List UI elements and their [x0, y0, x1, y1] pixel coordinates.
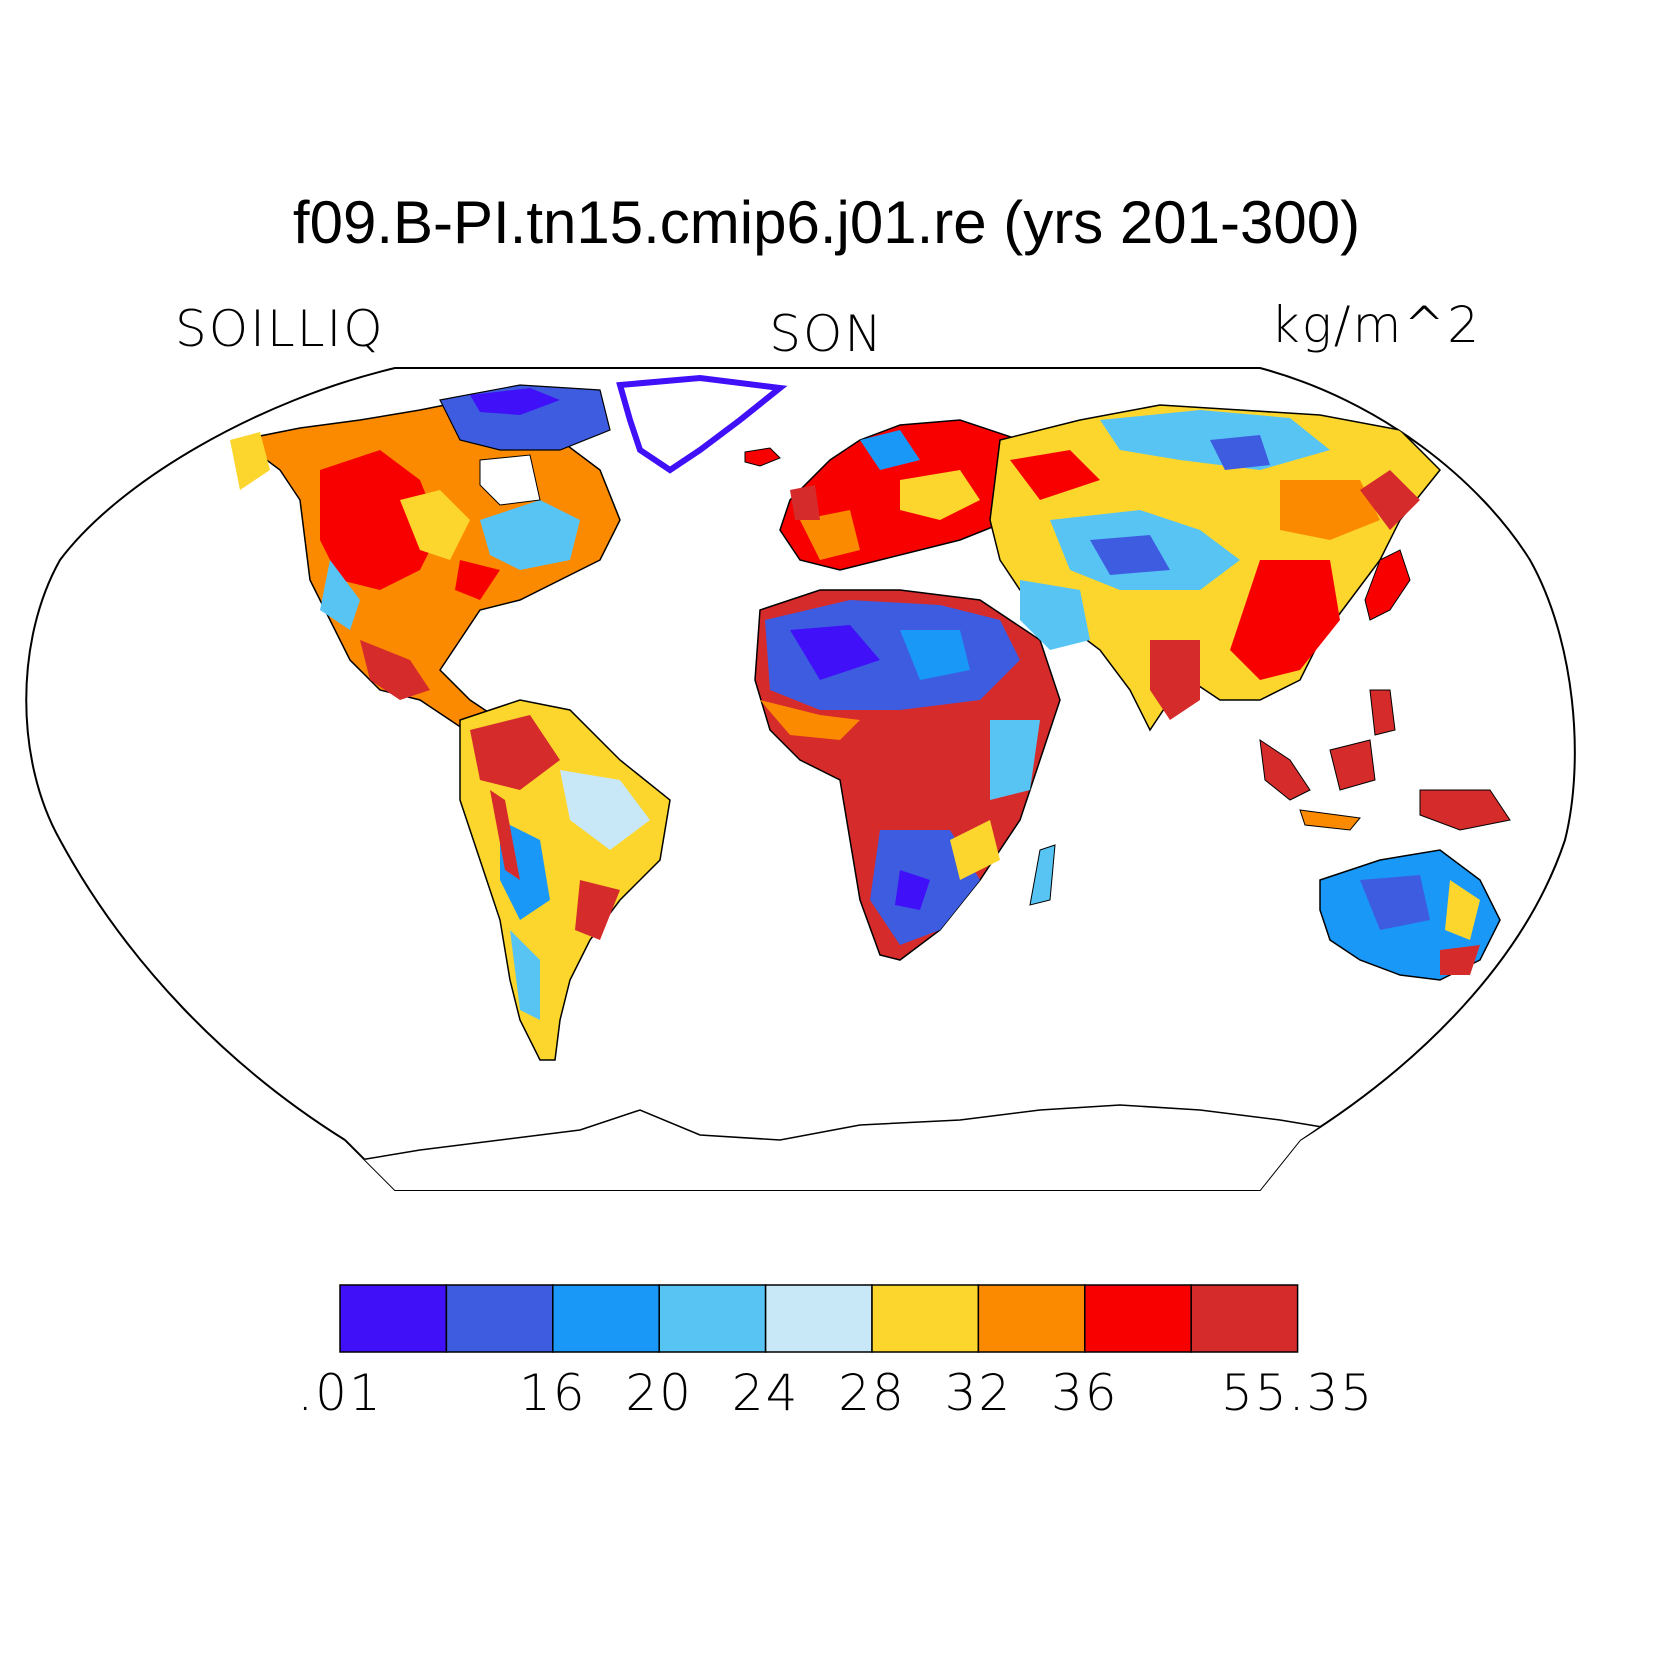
colorbar-box	[445, 1284, 554, 1353]
colorbar-box	[1190, 1284, 1299, 1353]
landmass-europe	[779, 419, 1041, 571]
landmass-canadian-arctic	[439, 384, 611, 506]
colorbar-label: 20	[625, 1364, 693, 1422]
colorbar-label: 16	[519, 1364, 587, 1422]
colorbar-label: 55.35	[1221, 1364, 1374, 1422]
plot-title: f09.B-PI.tn15.cmip6.j01.re (yrs 201-300)	[292, 189, 1361, 256]
landmass-japan	[1364, 549, 1411, 621]
colorbar-box	[977, 1284, 1086, 1353]
colorbar-box	[764, 1284, 873, 1353]
colorbar-box	[339, 1284, 448, 1353]
variable-label: SOILLIQ	[175, 300, 385, 358]
colorbar-label: 36	[1051, 1364, 1119, 1422]
colorbar-box	[658, 1284, 767, 1353]
colorbar-label: 28	[838, 1364, 906, 1422]
units-label: kg/m^2	[1270, 296, 1481, 354]
landmass-africa	[754, 589, 1061, 961]
colorbar-label: .01	[297, 1364, 383, 1422]
colorbar-labels: .01 16 20 24 28 32 36 55.35	[297, 1364, 1374, 1422]
landmass-greenland	[616, 374, 788, 474]
landmass-maritime-southeast-asia	[1259, 689, 1511, 831]
season-label: SON	[769, 305, 884, 363]
landmass-iceland	[744, 447, 781, 467]
colorbar-box	[552, 1284, 660, 1353]
landmass-south-america	[459, 699, 671, 1061]
landmass-madagascar	[1029, 844, 1056, 906]
colorbar-label: 24	[732, 1364, 800, 1422]
colorbar-box	[1084, 1284, 1192, 1353]
colorbar-boxes	[339, 1284, 1299, 1353]
colorbar-box	[871, 1284, 980, 1353]
landmass-australia	[1319, 849, 1501, 981]
colorbar-label: 32	[945, 1364, 1013, 1422]
landmass-asia	[989, 404, 1442, 732]
